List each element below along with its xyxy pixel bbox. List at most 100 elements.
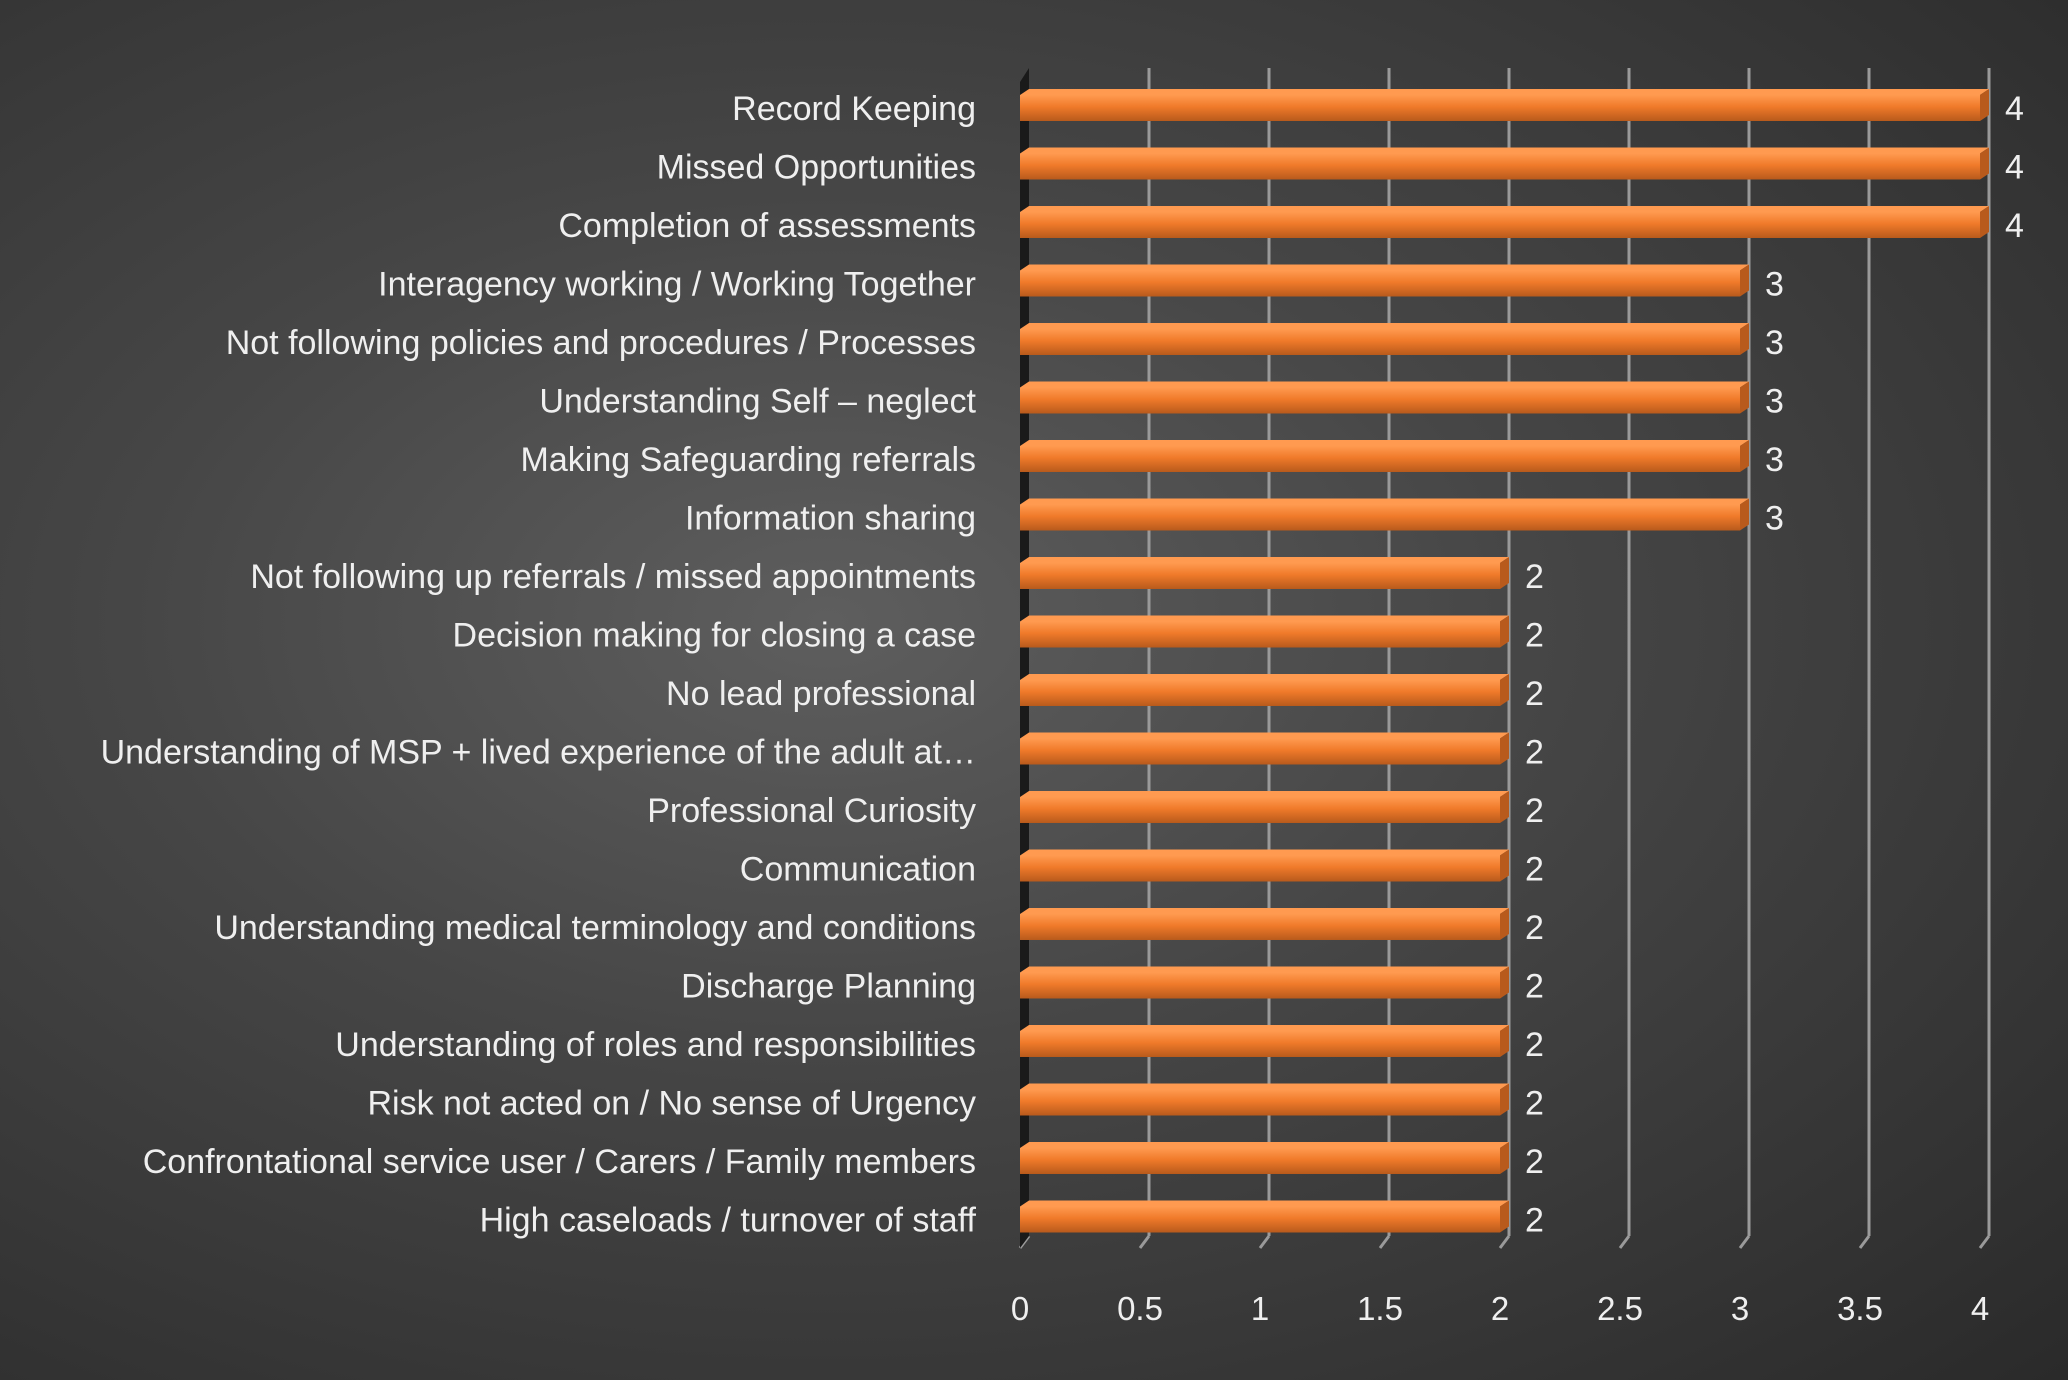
x-tick-label: 3.5: [1837, 1290, 1883, 1327]
bar: [1020, 89, 1989, 121]
bar-front-face: [1020, 680, 1500, 706]
gridline-floor: [1258, 1235, 1271, 1249]
bar: [1020, 1200, 1509, 1233]
bar-end-face: [1500, 1025, 1509, 1057]
gridline-floor: [1138, 1235, 1151, 1249]
bar-top-face: [1020, 206, 1989, 212]
bar-end-face: [1740, 498, 1749, 531]
gridlines: [1018, 68, 1991, 1249]
bar-end-face: [1500, 732, 1509, 765]
category-label: No lead professional: [666, 675, 976, 713]
bar-end-face: [1980, 147, 1989, 180]
x-tick-label: 1.5: [1357, 1290, 1403, 1327]
bar-front-face: [1020, 95, 1980, 121]
bar: [1020, 147, 1989, 180]
x-tick-labels: 0 0.5 1 1.5 2 2.5 3 3.5 4: [1011, 1290, 1989, 1327]
category-label: Understanding of roles and responsibilit…: [335, 1026, 976, 1064]
category-label: Confrontational service user / Carers / …: [143, 1143, 976, 1181]
bar-top-face: [1020, 381, 1749, 388]
bar: [1020, 615, 1509, 648]
bar-front-face: [1020, 329, 1740, 355]
bar-end-face: [1500, 1200, 1509, 1233]
bar-front-face: [1020, 738, 1500, 765]
data-label: 4: [2005, 207, 2024, 245]
x-tick-label: 3: [1731, 1290, 1749, 1327]
bar: [1020, 323, 1749, 355]
category-label: Understanding of MSP + lived experience …: [101, 734, 976, 772]
bar-top-face: [1020, 1200, 1509, 1207]
bar-end-face: [1500, 1142, 1509, 1174]
bar-front-face: [1020, 446, 1740, 472]
category-label: High caseloads / turnover of staff: [480, 1202, 977, 1240]
bar-top-face: [1020, 323, 1749, 329]
bar-front-face: [1020, 563, 1500, 589]
bar: [1020, 791, 1509, 823]
bar: [1020, 264, 1749, 297]
bar-end-face: [1500, 849, 1509, 882]
bar-top-face: [1020, 147, 1989, 154]
category-label: Making Safeguarding referrals: [521, 441, 976, 479]
bar-front-face: [1020, 1031, 1500, 1057]
bar: [1020, 1142, 1509, 1174]
bar: [1020, 732, 1509, 765]
category-label: Interagency working / Working Together: [378, 266, 976, 304]
category-label: Missed Opportunities: [657, 149, 976, 187]
bar: [1020, 440, 1749, 472]
bar-top-face: [1020, 440, 1749, 446]
bar: [1020, 674, 1509, 706]
bar-front-face: [1020, 914, 1500, 940]
category-label: Understanding Self – neglect: [539, 383, 976, 421]
data-label: 3: [1765, 441, 1784, 479]
x-tick-label: 1: [1251, 1290, 1269, 1327]
category-label: Discharge Planning: [681, 968, 976, 1006]
bar-top-face: [1020, 966, 1509, 973]
data-label: 2: [1525, 1026, 1544, 1064]
data-label: 2: [1525, 968, 1544, 1006]
bar: [1020, 1083, 1509, 1116]
bars: [1020, 89, 1989, 1233]
bar-front-face: [1020, 972, 1500, 999]
bar-front-face: [1020, 1206, 1500, 1233]
category-label: Not following policies and procedures / …: [226, 324, 976, 362]
bar-end-face: [1500, 557, 1509, 589]
bar-front-face: [1020, 797, 1500, 823]
x-tick-label: 4: [1971, 1290, 1989, 1327]
bar-top-face: [1020, 1142, 1509, 1148]
bar-end-face: [1500, 908, 1509, 940]
bar-top-face: [1020, 264, 1749, 271]
data-labels: 4 4 4 3 3 3 3 3 2 2 2 2 2 2 2 2 2 2 2 2: [1525, 90, 2024, 1240]
category-label: Decision making for closing a case: [453, 617, 976, 655]
bar-top-face: [1020, 791, 1509, 797]
data-label: 2: [1525, 1085, 1544, 1123]
bar-front-face: [1020, 153, 1980, 180]
data-label: 2: [1525, 675, 1544, 713]
bar: [1020, 908, 1509, 940]
gridline-floor: [1618, 1235, 1631, 1249]
bar: [1020, 498, 1749, 531]
data-label: 2: [1525, 1202, 1544, 1240]
bar-front-face: [1020, 1148, 1500, 1174]
bar-front-face: [1020, 621, 1500, 648]
bar-end-face: [1980, 89, 1989, 121]
data-label: 4: [2005, 149, 2024, 187]
bar-front-face: [1020, 1089, 1500, 1116]
category-label: Completion of assessments: [558, 207, 976, 245]
bar-top-face: [1020, 732, 1509, 739]
bar: [1020, 1025, 1509, 1057]
category-labels: Record Keeping Missed Opportunities Comple…: [101, 90, 977, 1240]
data-label: 2: [1525, 909, 1544, 947]
bar-end-face: [1500, 966, 1509, 999]
data-label: 3: [1765, 266, 1784, 304]
data-label: 2: [1525, 617, 1544, 655]
category-label: Professional Curiosity: [647, 792, 976, 830]
gridline-floor: [1378, 1235, 1391, 1249]
bar-end-face: [1980, 206, 1989, 238]
bar-front-face: [1020, 855, 1500, 882]
bar-top-face: [1020, 615, 1509, 622]
data-label: 3: [1765, 500, 1784, 538]
bar-front-face: [1020, 270, 1740, 297]
bar: [1020, 557, 1509, 589]
category-label: Information sharing: [685, 500, 976, 538]
bar-end-face: [1740, 264, 1749, 297]
gridline-floor: [1858, 1235, 1871, 1249]
